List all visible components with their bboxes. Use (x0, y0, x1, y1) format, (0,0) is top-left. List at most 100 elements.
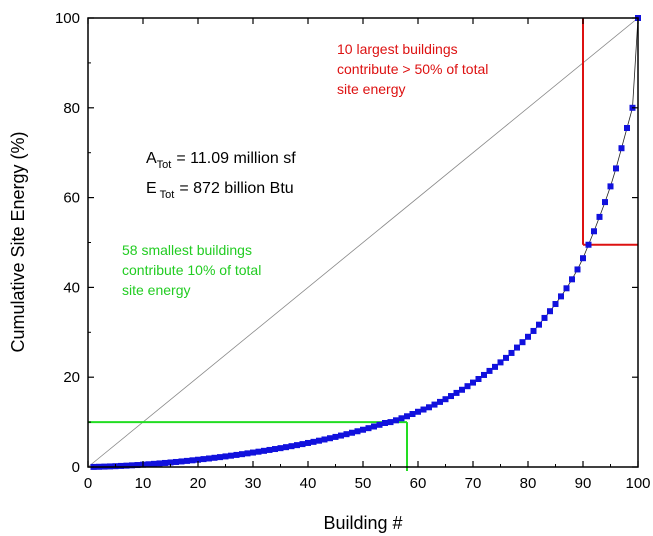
data-point (437, 398, 443, 405)
data-point (156, 460, 163, 467)
data-point (288, 443, 295, 450)
diagonal-reference-line (87, 17, 639, 468)
data-point (448, 393, 454, 400)
data-point (222, 453, 229, 460)
data-point (426, 404, 432, 411)
data-point (272, 446, 278, 453)
data-point (404, 413, 410, 420)
a-tot-subscript: Tot (157, 159, 172, 171)
a-tot-symbol: A (146, 150, 157, 167)
data-point (338, 432, 344, 439)
data-point (365, 425, 372, 432)
data-point (591, 228, 597, 235)
data-point (503, 354, 509, 361)
data-point (525, 333, 531, 340)
x-tick-label: 90 (575, 475, 592, 492)
data-point (250, 449, 256, 456)
x-tick-label: 30 (245, 475, 262, 492)
x-tick-label: 70 (465, 475, 482, 492)
data-point (371, 423, 377, 430)
data-point (354, 428, 361, 435)
e-tot-symbol: E (146, 180, 157, 197)
data-point (585, 241, 592, 248)
data-point (541, 314, 548, 321)
data-point (129, 462, 135, 469)
data-point (349, 429, 355, 436)
x-tick-label: 20 (190, 475, 207, 492)
y-axis-title: Cumulative Site Energy (%) (8, 131, 28, 352)
data-point (475, 375, 482, 382)
data-point (233, 451, 240, 458)
data-point (189, 457, 196, 464)
data-point (596, 213, 603, 220)
data-point (382, 419, 388, 426)
data-point (266, 446, 273, 453)
e-tot-label: E Tot = 872 billion Btu (146, 180, 294, 201)
y-tick-label: 80 (63, 100, 80, 117)
data-point (387, 419, 394, 426)
data-point (321, 436, 328, 443)
red-annotation-line-2: contribute > 50% of total (337, 61, 488, 77)
reference-lines (87, 17, 639, 471)
data-point (431, 401, 438, 408)
data-point (123, 462, 130, 469)
data-point (239, 451, 245, 458)
e-tot-value: = 872 billion Btu (179, 180, 293, 197)
data-point (360, 426, 366, 433)
data-point (195, 456, 201, 463)
data-point (261, 447, 267, 454)
data-point (420, 406, 427, 413)
red-annotation: 10 largest buildings contribute > 50% of… (337, 41, 488, 97)
data-point (508, 349, 515, 356)
data-point (211, 454, 218, 461)
red-annotation-line-3: site energy (337, 81, 405, 97)
data-point (519, 339, 526, 346)
x-tick-label: 40 (300, 475, 317, 492)
data-point (277, 445, 284, 452)
data-point (624, 125, 630, 132)
data-point (569, 276, 575, 283)
data-point (316, 437, 322, 444)
data-point (486, 367, 493, 374)
data-point (563, 285, 570, 292)
a-tot-label: ATot = 11.09 million sf (146, 150, 296, 171)
green-annotation: 58 smallest buildings contribute 10% of … (122, 242, 261, 298)
y-tick-label: 40 (63, 279, 80, 296)
data-point (327, 435, 333, 442)
data-point (552, 301, 559, 308)
data-point (415, 408, 421, 415)
data-point (145, 461, 152, 468)
axis-ticks: 0 10 20 30 40 50 60 70 80 90 100 0 20 40 60 80 100 (55, 10, 651, 492)
data-point (283, 444, 289, 451)
data-point (167, 459, 174, 466)
data-point (173, 458, 179, 465)
data-point (184, 457, 190, 464)
data-point (299, 441, 306, 448)
data-point (618, 145, 625, 152)
data-point (580, 255, 586, 262)
data-point (294, 442, 300, 449)
data-point (547, 308, 553, 315)
data-point (442, 396, 449, 403)
data-point (332, 433, 339, 440)
data-point (228, 452, 234, 459)
data-point (393, 417, 399, 424)
data-point (151, 460, 157, 467)
data-point (530, 327, 537, 334)
data-point (200, 456, 207, 463)
data-point (607, 183, 614, 190)
data-point (178, 458, 185, 465)
data-point (398, 415, 405, 422)
data-point (602, 199, 608, 206)
green-annotation-line-3: site energy (122, 282, 190, 298)
y-tick-label: 100 (55, 10, 80, 27)
x-tick-label: 60 (410, 475, 427, 492)
data-point (492, 363, 498, 370)
a-tot-value: = 11.09 million sf (176, 150, 296, 167)
x-tick-label: 10 (135, 475, 152, 492)
data-point (162, 459, 168, 466)
data-point (459, 386, 465, 393)
data-point (558, 293, 564, 300)
data-point (305, 439, 311, 446)
